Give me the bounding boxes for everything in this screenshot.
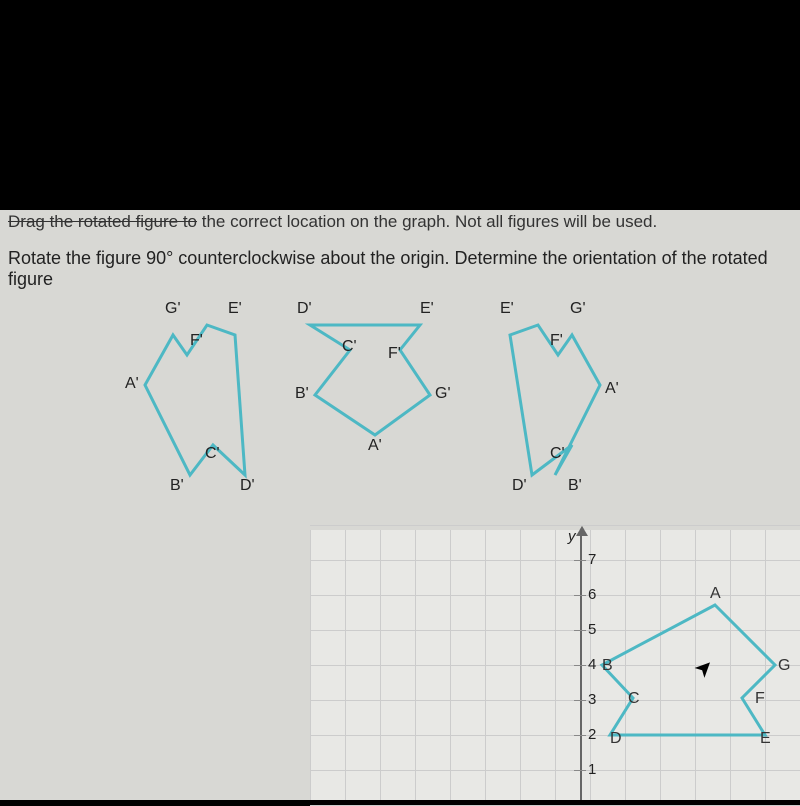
vertex-label: C' bbox=[205, 445, 220, 463]
vertex-label: D' bbox=[297, 300, 312, 318]
figure-option-3[interactable]: E'G'F'A'C'D'B' bbox=[500, 305, 640, 500]
vertex-label: G' bbox=[435, 385, 451, 403]
final-shape-svg bbox=[310, 530, 800, 800]
final-polygon bbox=[602, 605, 775, 735]
graph-vertex-label: C bbox=[628, 690, 640, 708]
figures-row: G'E'F'A'C'B'D' D'E'C'F'B'G'A' E'G'F'A'C'… bbox=[0, 305, 800, 515]
figure-option-1[interactable]: G'E'F'A'C'B'D' bbox=[135, 305, 275, 500]
vertex-label: F' bbox=[388, 345, 401, 363]
vertex-label: B' bbox=[295, 385, 309, 403]
instruction-strike: Drag the rotated figure to bbox=[8, 212, 197, 231]
vertex-label: B' bbox=[170, 477, 184, 495]
figure-3-svg bbox=[500, 305, 640, 495]
vertex-label: E' bbox=[228, 300, 242, 318]
coordinate-graph[interactable]: y y 7654321 ABCDEFG ➤ bbox=[310, 530, 800, 800]
graph-vertex-label: F bbox=[755, 690, 765, 708]
vertex-label: D' bbox=[240, 477, 255, 495]
vertex-label: D' bbox=[512, 477, 527, 495]
vertex-label: G' bbox=[165, 300, 181, 318]
instruction-partial: Drag the rotated figure to the correct l… bbox=[8, 210, 657, 234]
vertex-label: G' bbox=[570, 300, 586, 318]
vertex-label: A' bbox=[125, 375, 139, 393]
vertex-label: E' bbox=[420, 300, 434, 318]
vertex-label: C' bbox=[342, 338, 357, 356]
vertex-label: A' bbox=[368, 437, 382, 455]
vertex-label: F' bbox=[190, 332, 203, 350]
worksheet-content: Drag the rotated figure to the correct l… bbox=[0, 210, 800, 800]
vertex-label: F' bbox=[550, 332, 563, 350]
vertex-label: B' bbox=[568, 477, 582, 495]
figure-1-svg bbox=[135, 305, 275, 495]
graph-vertex-label: B bbox=[602, 657, 613, 675]
figure-2-path bbox=[310, 325, 430, 435]
instruction-rest: the correct location on the graph. Not a… bbox=[197, 212, 657, 231]
grid-line-h bbox=[310, 525, 800, 526]
instruction-main: Rotate the figure 90° counterclockwise a… bbox=[8, 248, 800, 290]
graph-vertex-label: E bbox=[760, 730, 771, 748]
graph-vertex-label: G bbox=[778, 657, 790, 675]
black-bar-top bbox=[0, 0, 800, 210]
graph-vertex-label: A bbox=[710, 585, 721, 603]
figure-option-2[interactable]: D'E'C'F'B'G'A' bbox=[300, 305, 460, 470]
vertex-label: E' bbox=[500, 300, 514, 318]
graph-vertex-label: D bbox=[610, 730, 622, 748]
vertex-label: A' bbox=[605, 380, 619, 398]
vertex-label: C' bbox=[550, 445, 565, 463]
